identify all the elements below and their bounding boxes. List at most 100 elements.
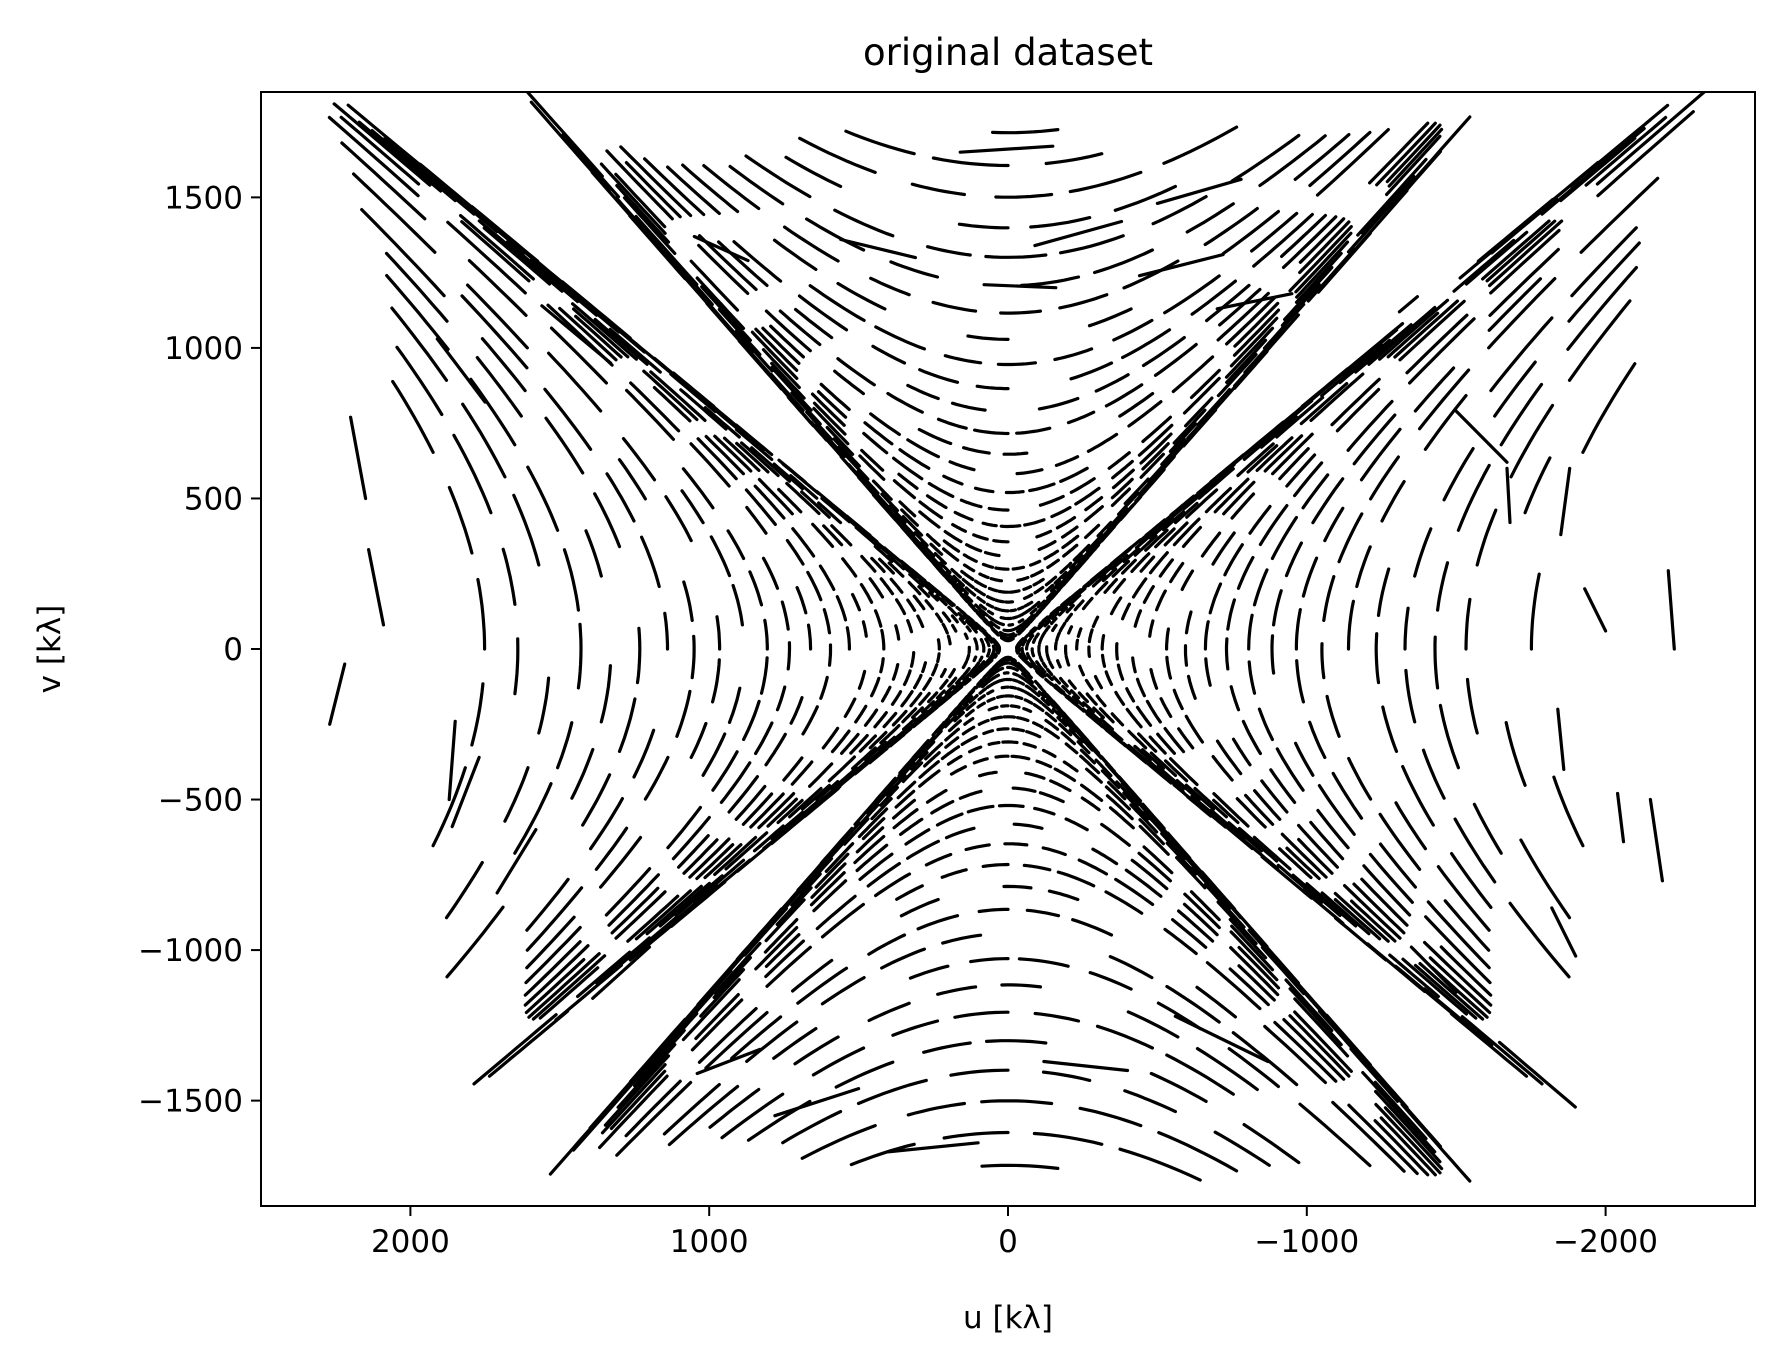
uv-track-arc <box>697 234 758 291</box>
uv-track-arc <box>909 651 916 668</box>
uv-track-arc <box>975 667 982 674</box>
uv-track-arc <box>1160 437 1187 466</box>
uv-track-arc <box>763 618 769 651</box>
uv-track-arc <box>1581 362 1637 454</box>
uv-track-arc <box>600 1063 667 1135</box>
uv-track-arc <box>525 92 604 178</box>
uv-track-arc <box>466 283 529 350</box>
uv-track-arc <box>352 172 437 254</box>
uv-track-arc <box>801 705 819 736</box>
uv-track-arc <box>1023 518 1046 527</box>
uv-track-arc <box>980 609 989 617</box>
uv-track-arc <box>974 603 982 611</box>
uv-track-arc <box>889 260 940 279</box>
uv-track-arc <box>1386 311 1440 359</box>
uv-track-arc <box>924 742 944 761</box>
uv-track-arc <box>1275 747 1305 792</box>
uv-track-arc <box>798 136 877 174</box>
uv-track-arc <box>1311 477 1345 525</box>
uv-track-arc <box>976 596 986 604</box>
uv-track-arc <box>825 425 855 456</box>
uv-track-arc <box>1404 668 1417 724</box>
uv-track-arc <box>1040 597 1050 608</box>
uv-track-arc <box>769 324 805 359</box>
uv-track-arc <box>603 1054 671 1127</box>
uv-track-arc <box>1213 1130 1271 1167</box>
uv-track-arc <box>979 676 987 684</box>
uv-track-arc <box>1160 832 1187 861</box>
uv-track-arc <box>701 732 727 777</box>
uv-track-arc <box>827 643 833 667</box>
uv-track-arc <box>332 102 432 187</box>
uv-track-arc <box>1301 556 1319 598</box>
uv-track-arc <box>1225 296 1276 346</box>
uv-track-arc <box>1114 690 1126 706</box>
uv-track-arc <box>1059 561 1073 574</box>
uv-track-arc <box>1169 561 1185 584</box>
uv-track-arc <box>906 598 917 612</box>
uv-track-arc <box>1224 326 1275 379</box>
uv-track-arc <box>1294 231 1353 294</box>
uv-track-arc <box>1032 577 1045 587</box>
uv-track-arc <box>682 580 694 622</box>
uv-track-arc <box>702 164 761 211</box>
uv-track-arc <box>624 1079 682 1138</box>
uv-track-arc <box>1037 649 1042 657</box>
uv-track-arc <box>772 1027 818 1060</box>
uv-track-arc <box>1009 608 1017 613</box>
uv-track-arc <box>544 416 585 475</box>
uv-track-arc <box>923 751 941 768</box>
uv-track-arc <box>978 572 990 580</box>
uv-track-outer <box>328 662 347 726</box>
uv-track-arc <box>791 958 834 993</box>
uv-track-arc <box>1043 616 1052 624</box>
uv-track-arc <box>1186 674 1197 700</box>
uv-track-arc <box>817 501 843 525</box>
uv-track-arc <box>1055 516 1077 530</box>
uv-track-arc <box>1156 732 1176 755</box>
uv-track-arc <box>761 556 780 590</box>
uv-track-arc <box>1260 779 1289 814</box>
uv-track-arc <box>1051 606 1062 617</box>
uv-track-arc <box>615 1080 693 1157</box>
uv-track-arc <box>1331 1100 1406 1173</box>
uv-track-arc <box>832 437 861 468</box>
uv-track-arc <box>874 872 912 898</box>
uv-track-arc <box>1263 434 1304 473</box>
uv-track-arc <box>1061 534 1080 550</box>
uv-track-arc <box>731 583 744 627</box>
uv-track-arc <box>806 623 813 651</box>
uv-track-arc <box>867 933 907 956</box>
uv-track-arc <box>749 792 785 829</box>
uv-track-arc <box>1423 394 1468 451</box>
uv-track-arc <box>992 679 1001 685</box>
uv-track-arc <box>909 691 923 708</box>
uv-track-arc <box>1084 523 1101 539</box>
uv-track-arc <box>1015 716 1030 723</box>
uv-track-arc <box>1058 722 1073 737</box>
uv-track-arc <box>1035 605 1044 615</box>
uv-track-arc <box>1114 877 1155 906</box>
uv-track-arc <box>1025 660 1032 667</box>
uv-track-arc <box>962 672 971 682</box>
uv-track-arc <box>1205 961 1262 1011</box>
uv-track-arc <box>775 886 813 927</box>
uv-track-arc <box>931 300 978 313</box>
uv-track-arc <box>445 905 505 979</box>
uv-track-arc <box>1023 600 1034 608</box>
uv-track-arc <box>703 406 741 439</box>
uv-track-outer <box>1409 945 1458 994</box>
uv-track-arc <box>1148 517 1175 540</box>
uv-track-arc <box>1163 274 1221 315</box>
uv-track-arc <box>1061 684 1072 695</box>
uv-track-arc <box>1281 215 1338 269</box>
uv-track-arc <box>1316 808 1350 850</box>
uv-track-arc <box>1436 561 1450 612</box>
uv-track-arc <box>605 149 674 221</box>
uv-track-arc <box>757 477 794 516</box>
uv-track-arc <box>1017 605 1025 611</box>
uv-track-arc <box>1436 865 1491 932</box>
uv-track-arc <box>1401 765 1435 827</box>
uv-track-arc <box>904 828 931 846</box>
uv-track-arc <box>1161 510 1186 532</box>
